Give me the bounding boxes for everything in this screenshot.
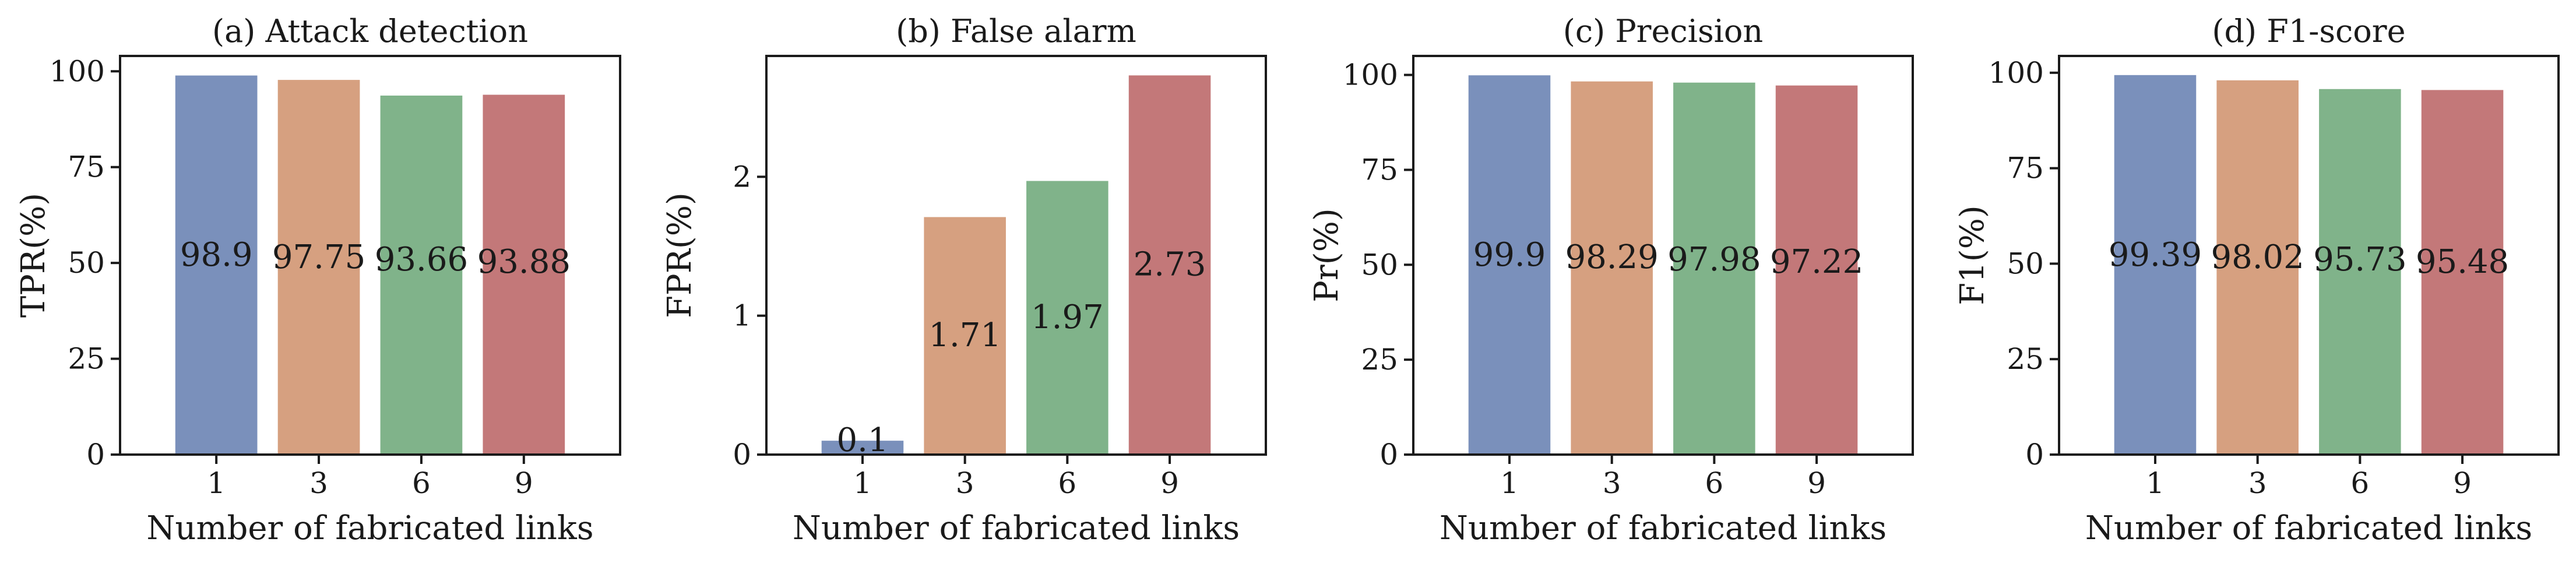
panel-title: (d) F1-score: [2212, 13, 2405, 50]
bar: [2421, 90, 2504, 455]
plot-frame: [119, 55, 621, 456]
y-tick-label: 75: [2007, 152, 2044, 185]
plot-frame: [2058, 55, 2560, 456]
y-tick-label: 25: [68, 342, 105, 376]
bar: [1468, 75, 1551, 455]
y-tick-label: 25: [1361, 343, 1398, 376]
y-tick-label: 75: [1361, 153, 1398, 187]
panel-title: (a) Attack detection: [212, 13, 528, 50]
bar-value-label: 1.71: [928, 316, 1001, 354]
x-tick-label: 1: [207, 466, 226, 500]
panel-title: (c) Precision: [1563, 13, 1763, 50]
bar: [1775, 85, 1858, 455]
bar-value-label: 98.02: [2211, 238, 2304, 276]
x-tick-label: 9: [515, 466, 533, 500]
panel-2: (b) False alarm 0.1 1 1.71 3 1.97 6 2.73 9 0 1 2 Num…: [661, 13, 1267, 547]
bar: [924, 217, 1006, 455]
bar: [2114, 75, 2197, 455]
x-tick-label: 3: [309, 466, 328, 500]
y-tick-label: 50: [1361, 248, 1398, 282]
plot-frame: [765, 55, 1267, 456]
y-tick-label: 75: [68, 150, 105, 184]
bar-value-label: 0.1: [836, 421, 888, 459]
bar: [2319, 89, 2401, 455]
bar: [1571, 81, 1653, 455]
y-tick-label: 50: [2007, 247, 2044, 280]
x-tick-label: 6: [1058, 466, 1076, 500]
bar: [277, 80, 360, 455]
panel-title: (b) False alarm: [896, 13, 1136, 50]
bar-value-label: 98.9: [180, 236, 253, 274]
bar: [1673, 82, 1755, 455]
bar-value-label: 93.66: [375, 241, 468, 279]
bar: [483, 94, 565, 455]
bar-value-label: 95.48: [2416, 243, 2509, 281]
x-tick-label: 3: [1603, 466, 1621, 500]
bar-value-label: 1.97: [1031, 298, 1104, 336]
x-tick-label: 3: [2248, 466, 2267, 500]
plot-frame: [1412, 55, 1914, 456]
y-tick-label: 0: [86, 438, 105, 471]
x-tick-label: 9: [2453, 466, 2472, 500]
bar-value-label: 95.73: [2313, 241, 2406, 279]
bar: [2216, 80, 2299, 455]
bar: [175, 75, 258, 455]
panel-4: (d) F1-score 99.39 1 98.02 3 95.73 6 95.48 9 0 25 5…: [1954, 13, 2560, 547]
x-tick-label: 6: [2350, 466, 2369, 500]
bar-value-label: 97.98: [1667, 241, 1761, 279]
panel-1: (a) Attack detection 98.9 1 97.75 3 93.66 6 93.…: [15, 13, 621, 547]
bar-value-label: 93.88: [477, 243, 571, 281]
y-axis-label: FPR(%): [661, 192, 699, 318]
bar-value-label: 97.22: [1770, 243, 1863, 281]
bar-value-label: 98.29: [1565, 238, 1658, 276]
x-tick-label: 1: [1500, 466, 1519, 500]
bar-value-label: 2.73: [1134, 246, 1206, 284]
y-tick-label: 50: [68, 246, 105, 280]
bar: [821, 441, 904, 455]
x-tick-label: 6: [412, 466, 431, 500]
y-tick-label: 0: [733, 438, 751, 471]
y-tick-label: 0: [1380, 438, 1398, 471]
bar-value-label: 97.75: [272, 238, 365, 276]
x-tick-label: 9: [1160, 466, 1179, 500]
x-tick-label: 9: [1807, 466, 1826, 500]
x-axis-label: Number of fabricated links: [1440, 509, 1887, 547]
panel-3: (c) Precision 99.9 1 98.29 3 97.98 6 97.22 9 0 25 5…: [1308, 13, 1914, 547]
x-tick-label: 6: [1705, 466, 1723, 500]
x-tick-label: 1: [853, 466, 872, 500]
x-tick-label: 1: [2146, 466, 2165, 500]
y-axis-label: Pr(%): [1308, 208, 1346, 302]
bar: [380, 96, 463, 455]
y-tick-label: 100: [1343, 58, 1398, 92]
y-axis-label: F1(%): [1954, 205, 1991, 305]
x-axis-label: Number of fabricated links: [793, 509, 1240, 547]
y-tick-label: 1: [733, 299, 751, 333]
bar-value-label: 99.39: [2109, 236, 2202, 274]
y-axis-label: TPR(%): [15, 193, 52, 318]
x-axis-label: Number of fabricated links: [2085, 509, 2532, 547]
y-tick-label: 100: [1989, 56, 2044, 90]
y-tick-label: 2: [733, 160, 751, 193]
bar: [1026, 181, 1108, 455]
bar: [1128, 75, 1211, 455]
x-axis-label: Number of fabricated links: [146, 509, 593, 547]
x-tick-label: 3: [956, 466, 974, 500]
y-tick-label: 0: [2025, 438, 2044, 471]
y-tick-label: 25: [2007, 342, 2044, 376]
bar-value-label: 99.9: [1473, 236, 1546, 274]
y-tick-label: 100: [50, 54, 105, 88]
